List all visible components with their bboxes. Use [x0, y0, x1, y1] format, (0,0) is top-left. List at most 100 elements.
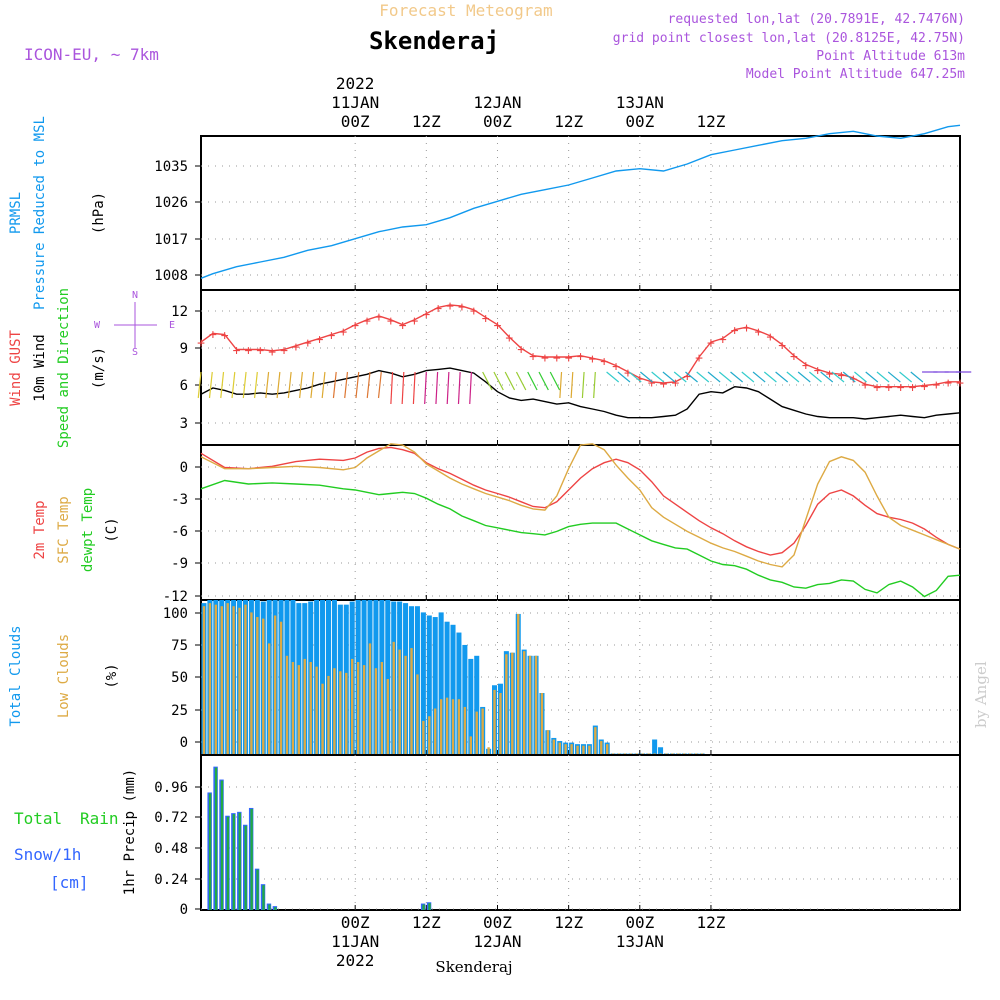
wind-arrow [504, 371, 516, 391]
gust-point: + [802, 358, 810, 373]
panel-label: Low Clouds [56, 634, 72, 718]
gust-point: + [956, 376, 964, 391]
y-tick-label: 25 [171, 703, 188, 719]
gust-point: + [695, 351, 703, 366]
precip-bar-inner [428, 903, 431, 910]
gust-point: + [482, 311, 490, 326]
y-tick-label: 3 [180, 416, 188, 432]
cloud-bar [475, 711, 478, 755]
wind-arrow [366, 371, 371, 399]
gust-point: + [529, 350, 537, 365]
x-axis-label: 11JAN [331, 93, 379, 112]
panel-label: (hPa) [91, 192, 107, 234]
pressure-frame [200, 135, 961, 291]
series-orange [200, 443, 961, 568]
compass-letter: E [169, 320, 175, 331]
cloud-bar [605, 744, 609, 755]
cloud-bar [499, 693, 502, 755]
x-axis-label: 12Z [697, 913, 726, 932]
gust-point: + [754, 325, 762, 340]
wind-arrow [628, 371, 642, 383]
point-altitude: Point Altitude 613m [816, 49, 965, 64]
gust-point: + [517, 342, 525, 357]
wind-arrow [617, 371, 631, 383]
precip-bar-inner [268, 904, 271, 910]
panel-label: dewpt Temp [80, 488, 96, 572]
wind-arrow [469, 371, 472, 405]
cloud-bar [351, 658, 354, 755]
cloud-bar [315, 666, 318, 755]
cloud-bar [522, 651, 526, 755]
location-title: Skenderaj [369, 27, 499, 55]
cloud-bar [232, 606, 235, 755]
y-tick-label: 1008 [154, 268, 188, 284]
y-tick-label: 0.24 [154, 872, 188, 888]
cloud-bar [226, 603, 229, 755]
wind-arrow [265, 371, 270, 399]
gust-point: + [209, 327, 217, 342]
cloud-bar [462, 644, 468, 755]
gust-point: + [790, 350, 798, 365]
precip-frame [200, 754, 961, 911]
cloud-bar [345, 672, 348, 755]
wind-arrow [446, 371, 450, 405]
cloud-bar [321, 683, 324, 755]
wind-arrow [752, 371, 766, 383]
precip-bar-inner [226, 816, 230, 910]
cloud-bar [552, 739, 556, 755]
gust-point: + [233, 344, 241, 359]
compass-letter: S [132, 347, 138, 358]
cloud-bar [434, 708, 437, 755]
credit-watermark: by Angel [972, 661, 990, 728]
wind-arrow [696, 371, 710, 383]
wind-arrow [559, 371, 563, 399]
panel-label: Wind GUST [8, 330, 24, 406]
x-axis-label: 00Z [483, 913, 512, 932]
gust-point: + [411, 314, 419, 329]
cloud-bar [416, 674, 419, 755]
y-tick-label: 0 [180, 735, 188, 751]
gust-point: + [849, 372, 857, 387]
wind-arrow [651, 371, 665, 383]
gust-point: + [446, 299, 454, 314]
cloud-bar [439, 699, 443, 755]
y-tick-label: 100 [163, 606, 188, 622]
panel-label: 2m Temp [32, 500, 48, 559]
gust-point: + [731, 324, 739, 339]
wind-arrow [775, 371, 789, 383]
wind-arrow [820, 371, 834, 383]
wind-arrow [493, 371, 504, 391]
wind-arrow [355, 371, 360, 399]
gust-point: + [707, 336, 715, 351]
requested-coords: requested lon,lat (20.7891E, 42.7476N) [668, 12, 965, 27]
wind-arrow [276, 371, 281, 399]
precip-bar-inner [232, 814, 236, 910]
cloud-bar [273, 615, 277, 755]
cloud-bar [428, 716, 431, 755]
gust-point: + [648, 376, 656, 391]
wind-arrow [390, 371, 394, 405]
cloud-bar [546, 730, 550, 755]
cloud-bar [244, 604, 247, 755]
gust-point: + [351, 319, 359, 334]
panel-precip: 0 0.24 0.48 0.72 0.96 [154, 754, 961, 918]
cloud-bar [426, 615, 432, 755]
cloud-bar [404, 655, 407, 755]
wind-arrow [570, 371, 574, 399]
x-axis-label: 13JAN [616, 93, 664, 112]
y-tick-label: -6 [171, 524, 188, 540]
precip-bar-inner [244, 825, 247, 910]
wind-arrow [412, 371, 416, 405]
x-axis-label: 12Z [554, 913, 583, 932]
y-tick-label: 9 [180, 341, 188, 357]
x-axis-label: 12JAN [473, 932, 521, 951]
cloud-bar [262, 618, 265, 755]
wind-arrow [344, 371, 349, 399]
wind-arrow [662, 371, 676, 383]
gust-point: + [588, 352, 596, 367]
legend-text: Total [14, 809, 62, 828]
cloud-bar [451, 699, 455, 755]
x-axis-label: 2022 [336, 74, 375, 93]
precip-bar-inner [220, 780, 224, 910]
